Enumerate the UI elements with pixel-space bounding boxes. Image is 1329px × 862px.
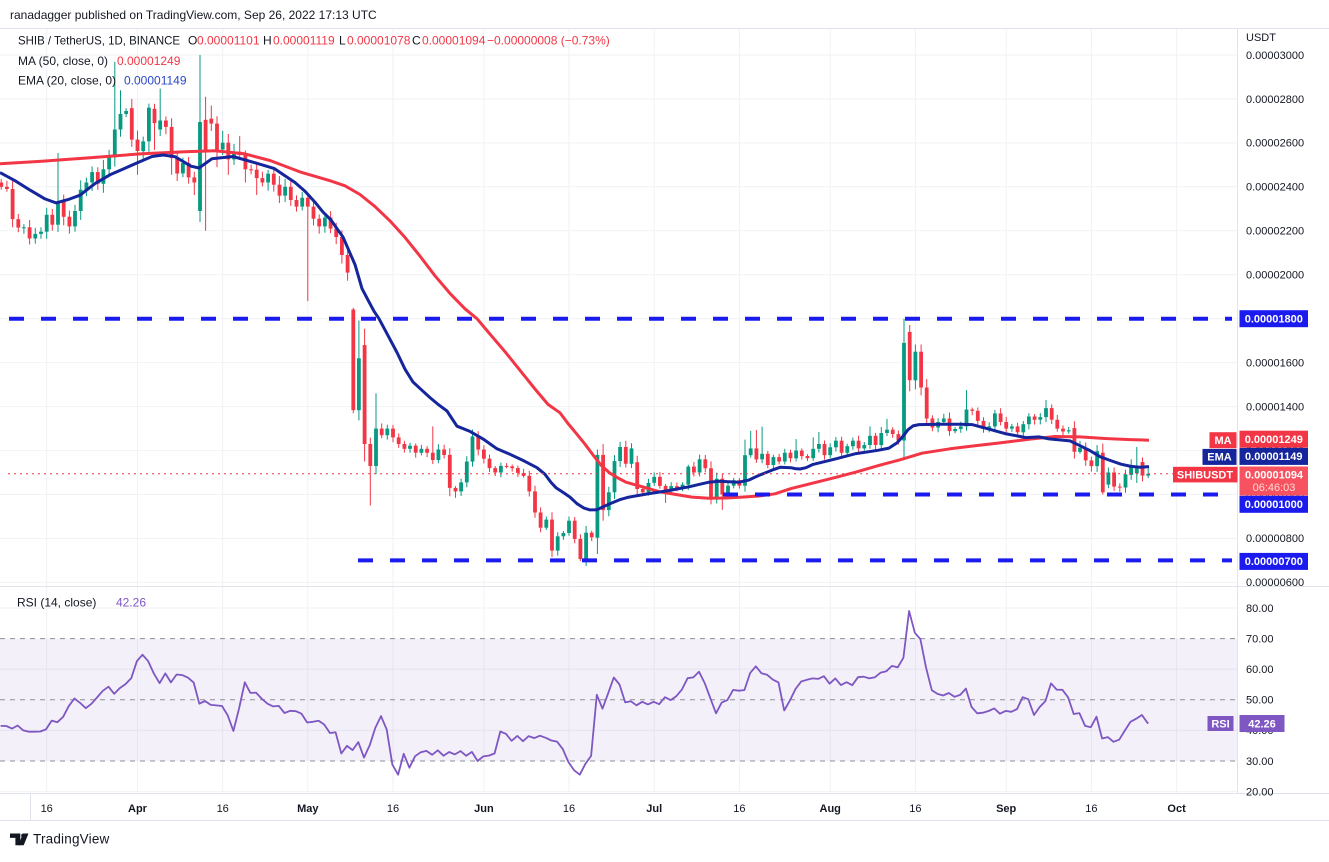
svg-text:0.00000600: 0.00000600 xyxy=(1246,577,1304,589)
svg-text:16: 16 xyxy=(41,803,53,815)
svg-text:0.00001249: 0.00001249 xyxy=(117,54,181,68)
svg-text:80.00: 80.00 xyxy=(1246,603,1274,615)
svg-text:0.00001600: 0.00001600 xyxy=(1246,357,1304,369)
svg-text:RSI: RSI xyxy=(1211,718,1229,730)
svg-text:16: 16 xyxy=(217,803,229,815)
svg-text:SHIB / TetherUS, 1D, BINANCE: SHIB / TetherUS, 1D, BINANCE xyxy=(18,34,180,48)
svg-text:TradingView: TradingView xyxy=(33,832,110,847)
svg-text:16: 16 xyxy=(1085,803,1097,815)
svg-text:0.00002400: 0.00002400 xyxy=(1246,182,1304,194)
svg-text:Oct: Oct xyxy=(1167,803,1186,815)
svg-text:70.00: 70.00 xyxy=(1246,633,1274,645)
svg-text:0.00003000: 0.00003000 xyxy=(1246,50,1304,62)
svg-text:0.00001094: 0.00001094 xyxy=(1245,470,1304,482)
svg-text:16: 16 xyxy=(563,803,575,815)
svg-text:L: L xyxy=(339,34,346,48)
svg-text:Jul: Jul xyxy=(646,803,662,815)
svg-text:16: 16 xyxy=(909,803,921,815)
svg-text:0.00000700: 0.00000700 xyxy=(1245,556,1303,568)
svg-text:May: May xyxy=(297,803,319,815)
svg-text:06:46:03: 06:46:03 xyxy=(1253,482,1296,494)
svg-text:60.00: 60.00 xyxy=(1246,664,1274,676)
svg-text:0.00001249: 0.00001249 xyxy=(1245,434,1303,446)
svg-text:0.00001400: 0.00001400 xyxy=(1246,401,1304,413)
svg-text:0.00001149: 0.00001149 xyxy=(124,74,187,88)
svg-text:Sep: Sep xyxy=(996,803,1016,815)
svg-text:0.00001078: 0.00001078 xyxy=(347,34,411,48)
svg-text:ranadagger published on Tradin: ranadagger published on TradingView.com,… xyxy=(10,8,377,22)
svg-text:RSI (14, close): RSI (14, close) xyxy=(17,596,96,610)
svg-text:Apr: Apr xyxy=(128,803,148,815)
svg-text:−0.00000008 (−0.73%): −0.00000008 (−0.73%) xyxy=(487,34,610,48)
svg-text:16: 16 xyxy=(733,803,745,815)
svg-text:0.00001119: 0.00001119 xyxy=(273,34,335,48)
svg-text:SHIBUSDT: SHIBUSDT xyxy=(1177,470,1234,482)
svg-text:MA: MA xyxy=(1214,435,1231,447)
svg-text:0.00001800: 0.00001800 xyxy=(1245,314,1303,326)
svg-text:Aug: Aug xyxy=(820,803,841,815)
svg-text:0.00002800: 0.00002800 xyxy=(1246,94,1304,106)
svg-text:0.00002200: 0.00002200 xyxy=(1246,226,1304,238)
svg-text:C: C xyxy=(412,34,421,48)
svg-text:MA (50, close, 0): MA (50, close, 0) xyxy=(18,54,108,68)
svg-text:42.26: 42.26 xyxy=(116,596,146,610)
svg-text:USDT: USDT xyxy=(1246,32,1276,44)
svg-text:16: 16 xyxy=(387,803,399,815)
svg-text:0.00001094: 0.00001094 xyxy=(422,34,486,48)
svg-text:42.26: 42.26 xyxy=(1248,718,1276,730)
svg-text:EMA (20, close, 0): EMA (20, close, 0) xyxy=(18,74,116,88)
svg-text:30.00: 30.00 xyxy=(1246,756,1274,768)
svg-text:0.00002000: 0.00002000 xyxy=(1246,270,1304,282)
svg-text:20.00: 20.00 xyxy=(1246,786,1274,798)
svg-text:0.00001149: 0.00001149 xyxy=(1245,451,1303,463)
svg-text:0.00002600: 0.00002600 xyxy=(1246,138,1304,150)
svg-text:0.00001000: 0.00001000 xyxy=(1245,499,1303,511)
svg-text:0.00000800: 0.00000800 xyxy=(1246,533,1304,545)
svg-text:0.00001101: 0.00001101 xyxy=(197,34,260,48)
svg-text:50.00: 50.00 xyxy=(1246,695,1274,707)
svg-text:EMA: EMA xyxy=(1207,452,1232,464)
svg-text:O: O xyxy=(188,34,197,48)
svg-text:Jun: Jun xyxy=(474,803,494,815)
svg-text:H: H xyxy=(263,34,272,48)
